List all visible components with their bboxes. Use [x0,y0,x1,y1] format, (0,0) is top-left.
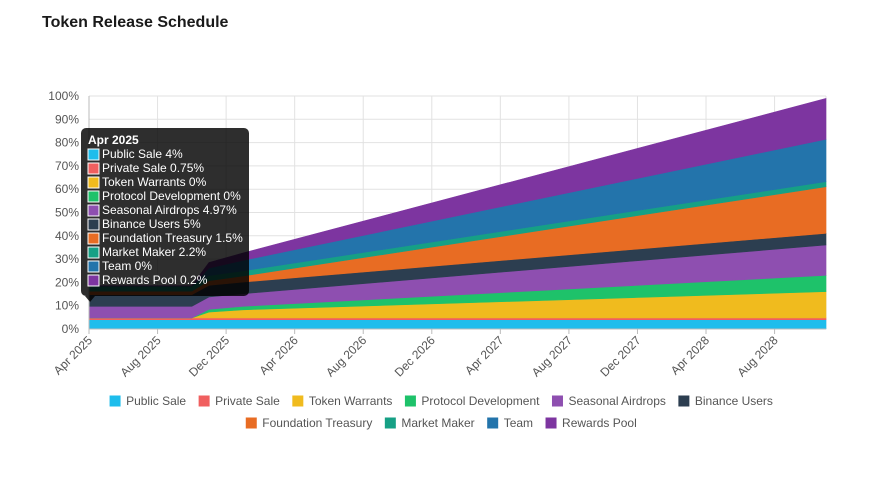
tooltip-item: Token Warrants 0% [102,175,207,189]
y-tick-label: 0% [62,322,80,336]
tooltip-caret [85,296,95,302]
tooltip-swatch [87,246,100,259]
legend-label: Token Warrants [309,394,393,408]
tooltip-item: Rewards Pool 0.2% [102,273,208,287]
legend-label: Private Sale [215,394,280,408]
y-tick-label: 40% [55,229,79,243]
tooltip-swatch [87,148,100,161]
legend-label: Seasonal Airdrops [568,394,665,408]
legend-item-team[interactable]: Team [486,416,533,430]
legend-item-market-maker[interactable]: Market Maker [383,416,475,430]
y-tick-label: 100% [48,89,79,103]
area-public-sale[interactable] [88,319,827,330]
tooltip-title: Apr 2025 [88,133,139,147]
y-tick-label: 90% [55,112,79,126]
legend-item-token-warrants[interactable]: Token Warrants [291,394,393,408]
y-tick-label: 10% [55,299,79,313]
x-tick-label: Dec 2025 [186,333,232,379]
legend-swatch [403,394,417,408]
x-tick-label: Aug 2025 [117,333,163,379]
x-tick-label: Dec 2026 [392,333,438,379]
y-tick-label: 70% [55,159,79,173]
legend-item-protocol-development[interactable]: Protocol Development [403,394,540,408]
tooltip-swatch [87,190,100,203]
x-tick-label: Apr 2028 [668,333,713,378]
legend-swatch [244,416,258,430]
legend-item-public-sale[interactable]: Public Sale [108,394,186,408]
legend-swatch [486,416,500,430]
legend-swatch [291,394,305,408]
x-tick-label: Apr 2026 [256,333,301,378]
y-tick-label: 50% [55,206,79,220]
tooltip-item: Foundation Treasury 1.5% [102,231,243,245]
tooltip-item: Seasonal Airdrops 4.97% [102,203,237,217]
tooltip-swatch [87,232,100,245]
legend-swatch [197,394,211,408]
x-tick-label: Aug 2028 [734,333,780,379]
legend-item-private-sale[interactable]: Private Sale [197,394,280,408]
legend-item-rewards-pool[interactable]: Rewards Pool [544,416,637,430]
legend[interactable]: Public Sale Private Sale Token Warrants Pro… [108,394,773,430]
legend-label: Binance Users [695,394,773,408]
tooltip-swatch [87,162,100,175]
legend-swatch [108,394,122,408]
legend-label: Protocol Development [421,394,540,408]
x-tick-label: Apr 2025 [51,333,96,378]
legend-swatch [383,416,397,430]
x-tick-label: Apr 2027 [462,333,507,378]
tooltip-item: Private Sale 0.75% [102,161,204,175]
tooltip-swatch [87,274,100,287]
x-tick-label: Dec 2027 [597,333,643,379]
y-tick-label: 20% [55,275,79,289]
y-tick-label: 80% [55,136,79,150]
legend-swatch [550,394,564,408]
tooltip-item: Market Maker 2.2% [102,245,206,259]
legend-item-foundation-treasury[interactable]: Foundation Treasury [244,416,372,430]
legend-label: Foundation Treasury [262,416,372,430]
legend-label: Rewards Pool [562,416,637,430]
legend-label: Team [504,416,533,430]
x-tick-label: Aug 2027 [529,333,575,379]
tooltip-item: Protocol Development 0% [102,189,241,203]
legend-item-seasonal-airdrops[interactable]: Seasonal Airdrops [550,394,666,408]
tooltip-swatch [87,204,100,217]
tooltip-swatch [87,260,100,273]
chart-title: Token Release Schedule [42,14,229,31]
legend-swatch [677,394,691,408]
tooltip-swatch [87,218,100,231]
legend-label: Market Maker [401,416,474,430]
tooltip-box [81,128,249,296]
y-tick-label: 60% [55,182,79,196]
tooltip-item: Binance Users 5% [102,217,201,231]
legend-label: Public Sale [126,394,186,408]
y-tick-label: 30% [55,252,79,266]
tooltip-item: Public Sale 4% [102,147,183,161]
x-tick-label: Aug 2026 [323,333,369,379]
legend-item-binance-users[interactable]: Binance Users [677,394,773,408]
legend-swatch [544,416,558,430]
tooltip-swatch [87,176,100,189]
tooltip-item: Team 0% [102,259,152,273]
